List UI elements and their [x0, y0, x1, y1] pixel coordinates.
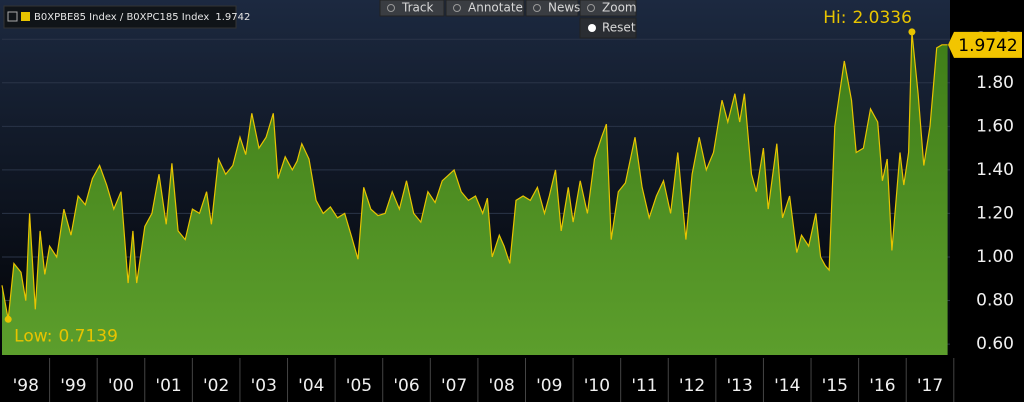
legend-swatch	[21, 12, 30, 21]
toolbar-button[interactable]	[379, 0, 445, 17]
y-tick-label: 1.40	[976, 160, 1014, 180]
y-tick-label: 1.20	[976, 203, 1014, 223]
annotation-label: Hi:	[823, 8, 846, 28]
x-tick-label: '09	[536, 376, 562, 396]
x-tick-label: '01	[155, 376, 181, 396]
x-tick-label: '13	[726, 376, 752, 396]
toolbar-label[interactable]: Annotate	[468, 1, 523, 15]
line	[1, 31, 948, 320]
annotation-value: 2.0336	[852, 8, 911, 28]
last-value-tag	[948, 31, 1022, 58]
x-tick-label: '99	[60, 376, 86, 396]
toolbar-icon	[533, 4, 541, 12]
legend-label: B0XPBE85 Index / B0XPC185 Index 1.9742	[34, 12, 250, 23]
last-value-label: 1.9742	[958, 36, 1017, 56]
annotation-label: Low:	[14, 326, 52, 346]
legend-value: 1.9742	[215, 12, 250, 23]
x-tick-label: '08	[489, 376, 515, 396]
x-tick-label: '02	[203, 376, 229, 396]
x-tick-label: '00	[108, 376, 134, 396]
axis-background	[0, 355, 950, 402]
x-tick-label: '15	[822, 376, 848, 396]
extreme-marker	[908, 28, 916, 36]
x-tick-label: '98	[13, 376, 39, 396]
x-tick-label: '03	[251, 376, 277, 396]
x-tick-label: '10	[584, 376, 610, 396]
toolbar-icon	[588, 24, 596, 32]
toolbar-label[interactable]: Zoom	[602, 1, 637, 15]
y-tick-label: 0.80	[976, 291, 1014, 311]
annotation: Low: 0.7139	[14, 326, 118, 346]
toolbar-icon	[387, 4, 395, 12]
annotation: Hi: 2.0336	[823, 8, 912, 28]
annotation-value: 0.7139	[58, 326, 117, 346]
toolbar-button[interactable]	[579, 17, 637, 39]
toolbar-button[interactable]	[445, 0, 525, 17]
toolbar-icon	[453, 4, 461, 12]
toolbar-button[interactable]	[579, 0, 637, 17]
toolbar-label[interactable]: News	[548, 1, 580, 15]
extreme-marker	[4, 315, 12, 323]
toolbar-label[interactable]: Track	[401, 1, 433, 15]
x-tick-label: '05	[346, 376, 372, 396]
x-tick-label: '11	[631, 376, 657, 396]
y-tick-label: 1.00	[976, 247, 1014, 267]
toolbar-label[interactable]: Reset	[602, 21, 636, 35]
x-tick-label: '07	[441, 376, 467, 396]
y-tick-label: 1.60	[976, 116, 1014, 136]
x-tick-label: '06	[393, 376, 419, 396]
y-tick-label: 0.60	[976, 334, 1014, 354]
toolbar-icon	[587, 4, 595, 12]
legend-box	[3, 5, 237, 29]
toolbar-button[interactable]	[525, 0, 579, 17]
area	[2, 31, 948, 356]
x-tick-label: '17	[917, 376, 943, 396]
legend-name: B0XPBE85 Index / B0XPC185 Index	[34, 12, 209, 23]
x-tick-label: '14	[774, 376, 800, 396]
x-tick-label: '16	[869, 376, 895, 396]
axis-background	[950, 0, 1024, 402]
legend-toggle[interactable]	[7, 11, 18, 22]
legend: B0XPBE85 Index / B0XPC185 Index 1.9742	[3, 5, 250, 29]
x-tick-label: '12	[679, 376, 705, 396]
y-tick-label: 1.80	[976, 73, 1014, 93]
x-tick-label: '04	[298, 376, 324, 396]
